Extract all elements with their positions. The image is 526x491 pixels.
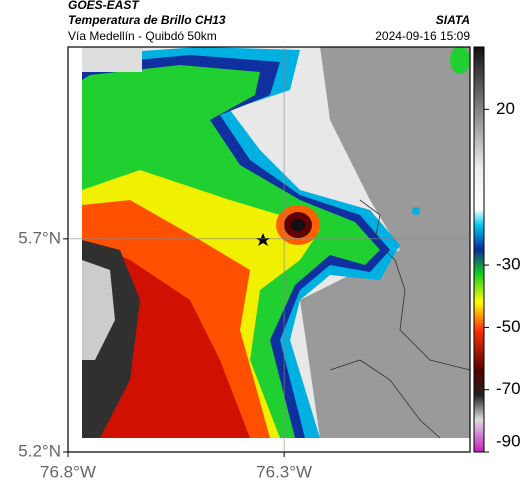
title: GOES-EAST bbox=[68, 0, 140, 12]
colorbar-tick-label: -30 bbox=[496, 255, 521, 274]
timestamp: 2024-09-16 15:09 bbox=[375, 29, 470, 43]
route: Vía Medellín - Quibdó 50km bbox=[68, 29, 217, 43]
colorbar-tick-label: -70 bbox=[496, 379, 521, 398]
colorbar-tick-label: 20 bbox=[496, 99, 515, 118]
colorbar-tick-label: -50 bbox=[496, 317, 521, 336]
x-tick-label: 76.3°W bbox=[256, 462, 312, 481]
colorbar bbox=[473, 46, 485, 453]
satellite-image bbox=[82, 47, 470, 439]
map-frame bbox=[67, 46, 471, 453]
y-tick-label: 5.7°N bbox=[18, 228, 61, 247]
source: SIATA bbox=[436, 13, 470, 27]
subtitle: Temperatura de Brillo CH13 bbox=[68, 13, 226, 27]
colorbar-tick-label: -90 bbox=[496, 431, 521, 450]
station-marker bbox=[256, 233, 270, 246]
x-tick-label: 76.8°W bbox=[40, 462, 96, 481]
y-tick-label: 5.2°N bbox=[18, 441, 61, 460]
